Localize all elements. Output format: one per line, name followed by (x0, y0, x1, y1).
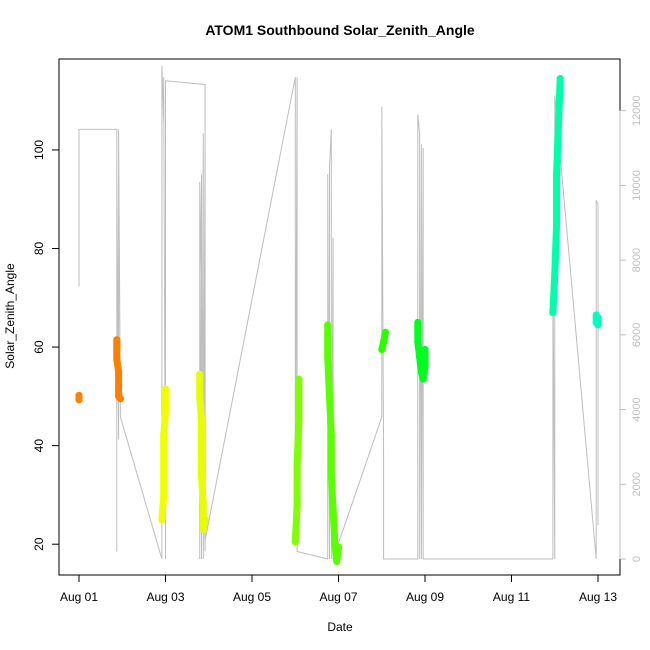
series-point (113, 355, 121, 363)
series-point (162, 385, 169, 393)
series-line (291, 375, 303, 546)
series-1 (75, 391, 83, 404)
series-point (594, 321, 602, 329)
x-tick-label: Aug 03 (146, 590, 184, 604)
series-2 (113, 336, 124, 403)
x-axis-label: Date (327, 620, 353, 634)
series-point (160, 461, 168, 469)
series-point (196, 392, 204, 400)
x-tick-label: Aug 13 (579, 590, 617, 604)
x-tick-label: Aug 07 (319, 590, 357, 604)
y2-axis: 0 2000 4000 6000 8000 10000 12000 (619, 95, 643, 562)
y-tick-label: 20 (32, 537, 46, 551)
series-layer (75, 75, 602, 565)
series-point (556, 75, 564, 82)
series-point (201, 516, 209, 524)
series-point (327, 471, 335, 479)
y2-tick-label: 0 (631, 556, 643, 562)
series-point (198, 417, 205, 425)
series-point (553, 220, 561, 228)
y-axis-label: Solar_Zenith_Angle (3, 263, 17, 369)
y-tick-label: 100 (32, 140, 46, 160)
series-point (293, 461, 301, 469)
series-9 (549, 75, 564, 317)
series-point (326, 392, 333, 400)
series-point (414, 318, 422, 326)
series-7 (378, 328, 389, 353)
x-tick-label: Aug 11 (493, 590, 530, 604)
x-axis: Aug 01 Aug 03 Aug 05 Aug 07 Aug 09 Aug 11 Aug … (60, 574, 617, 604)
series-point (414, 338, 422, 346)
series-point (416, 353, 424, 361)
series-point (113, 336, 121, 344)
series-point (198, 471, 205, 479)
series-line (549, 75, 564, 317)
y-tick-label: 40 (32, 439, 46, 453)
y2-tick-label: 12000 (631, 95, 643, 126)
series-point (196, 370, 204, 378)
chart-title: ATOM1 Southbound Solar_Zenith_Angle (205, 22, 475, 38)
x-tick-label: Aug 05 (233, 590, 271, 604)
series-line (196, 370, 209, 533)
series-point (113, 343, 121, 351)
y-tick-label: 60 (32, 340, 46, 354)
series-10 (592, 311, 602, 329)
y2-tick-label: 6000 (631, 323, 643, 347)
series-4 (196, 370, 209, 533)
series-point (162, 407, 169, 415)
series-point (333, 558, 341, 565)
secondary-series-layer (78, 65, 599, 560)
series-point (419, 375, 427, 383)
series-point (549, 309, 557, 317)
series-6 (324, 321, 342, 565)
series-3 (158, 385, 169, 524)
series-point (554, 121, 562, 129)
series-point (158, 516, 166, 524)
series-point (381, 328, 389, 336)
series-point (324, 321, 332, 329)
series-point (324, 353, 332, 361)
y2-tick-label: 4000 (631, 397, 643, 421)
series-5 (291, 375, 303, 546)
series-point (335, 543, 342, 551)
series-point (417, 368, 425, 376)
series-8 (414, 318, 429, 383)
series-point (378, 346, 386, 353)
series-point (327, 432, 335, 440)
y-tick-label: 80 (32, 242, 46, 256)
series-point (594, 314, 602, 321)
secondary-series-line (78, 65, 599, 560)
series-point (160, 491, 168, 499)
series-point (199, 501, 207, 509)
series-point (115, 368, 123, 376)
series-point (199, 525, 207, 533)
series-point (75, 396, 83, 404)
y2-tick-label: 2000 (631, 472, 643, 496)
x-tick-label: Aug 01 (60, 590, 98, 604)
x-tick-label: Aug 09 (406, 590, 444, 604)
series-point (115, 383, 123, 390)
series-point (291, 538, 299, 546)
series-point (160, 432, 168, 440)
series-point (421, 346, 429, 353)
y2-tick-label: 10000 (631, 170, 643, 201)
series-point (295, 417, 303, 425)
series-point (293, 501, 301, 509)
series-point (329, 506, 337, 514)
series-point (116, 395, 124, 403)
series-point (421, 363, 429, 371)
series-line (158, 385, 169, 524)
y-axis: 20 40 60 80 100 (32, 140, 60, 551)
series-point (198, 442, 205, 450)
series-point (295, 375, 303, 383)
y2-tick-label: 8000 (631, 248, 643, 272)
series-point (380, 338, 388, 346)
series-point (551, 269, 559, 277)
series-point (553, 171, 561, 179)
